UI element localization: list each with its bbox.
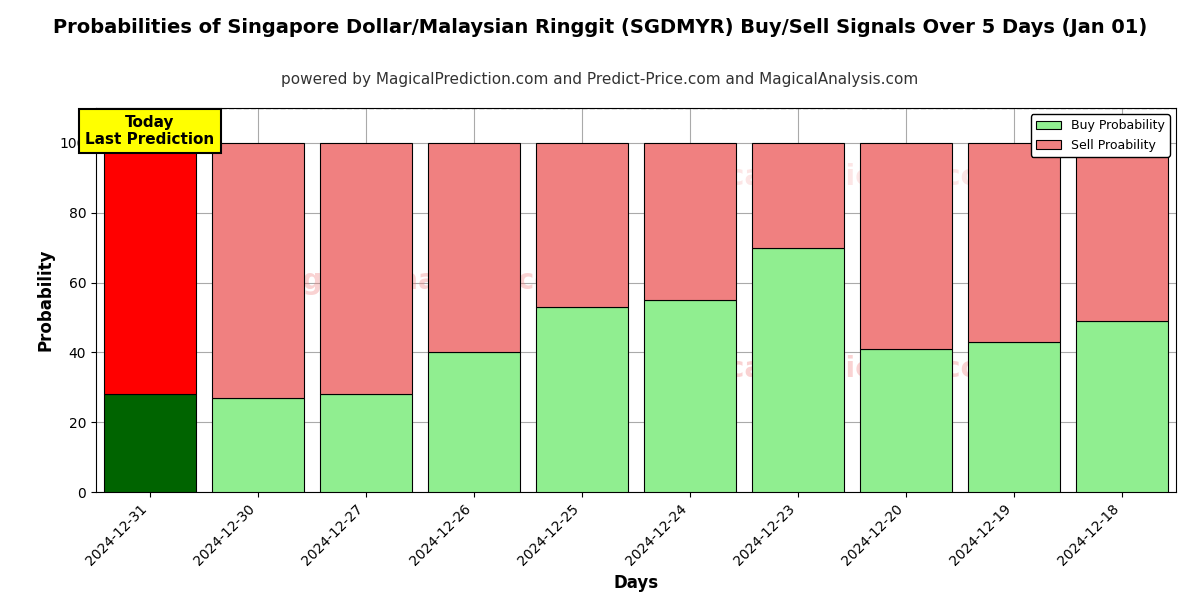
Bar — [536, 307, 628, 492]
Bar — [968, 342, 1060, 492]
Bar — [212, 398, 304, 492]
Bar — [428, 143, 520, 352]
Bar — [860, 349, 952, 492]
X-axis label: Days: Days — [613, 574, 659, 592]
Bar — [644, 143, 736, 300]
Bar — [1076, 321, 1168, 492]
Text: MagicalPrediction.com: MagicalPrediction.com — [652, 163, 1009, 191]
Bar — [752, 143, 844, 248]
Legend: Buy Probability, Sell Proability: Buy Probability, Sell Proability — [1031, 114, 1170, 157]
Text: powered by MagicalPrediction.com and Predict-Price.com and MagicalAnalysis.com: powered by MagicalPrediction.com and Pre… — [281, 72, 919, 87]
Text: MagicalPrediction.com: MagicalPrediction.com — [652, 355, 1009, 383]
Bar — [320, 394, 412, 492]
Bar — [968, 143, 1060, 342]
Bar — [212, 143, 304, 398]
Text: MagicalAnalysis.com: MagicalAnalysis.com — [257, 267, 583, 295]
Bar — [644, 300, 736, 492]
Bar — [104, 394, 196, 492]
Bar — [1076, 143, 1168, 321]
Bar — [320, 143, 412, 394]
Text: Probabilities of Singapore Dollar/Malaysian Ringgit (SGDMYR) Buy/Sell Signals Ov: Probabilities of Singapore Dollar/Malays… — [53, 18, 1147, 37]
Y-axis label: Probability: Probability — [36, 249, 54, 351]
Bar — [104, 143, 196, 394]
Bar — [860, 143, 952, 349]
Text: Today
Last Prediction: Today Last Prediction — [85, 115, 215, 148]
Bar — [752, 248, 844, 492]
Bar — [428, 352, 520, 492]
Bar — [536, 143, 628, 307]
